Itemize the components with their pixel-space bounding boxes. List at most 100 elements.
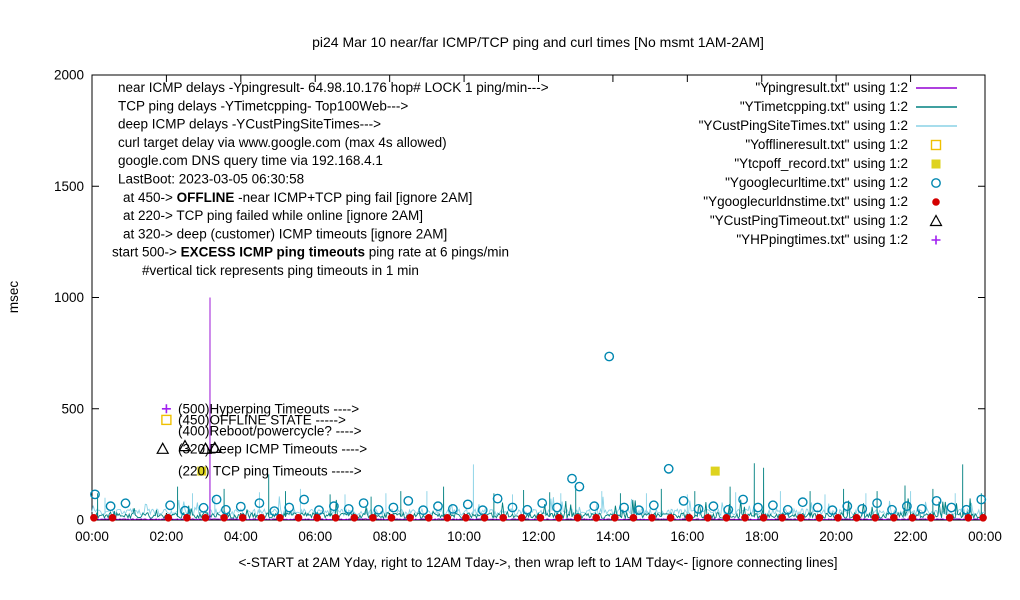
circle-open-marker <box>284 502 295 513</box>
circle-open-marker <box>165 500 176 511</box>
circle-filled-marker <box>648 514 656 522</box>
circle-filled-marker <box>908 514 917 522</box>
circle-open-marker <box>358 498 369 508</box>
legend-label: "Ygooglecurldnstime.txt" using 1:2 <box>703 194 908 209</box>
circle-filled-marker <box>536 514 545 522</box>
note-line: google.com DNS query time via 192.168.4.… <box>118 153 383 168</box>
circle-open-marker <box>902 501 912 512</box>
note-line: near ICMP delays -Ypingresult- 64.98.10.… <box>118 80 549 95</box>
note-line: at 320-> deep (customer) ICMP timeouts [… <box>123 226 447 241</box>
circle-open-marker <box>708 501 719 512</box>
legend-sample-marker <box>930 139 942 151</box>
circle-filled-marker <box>834 514 842 522</box>
circle-open-marker <box>797 497 808 508</box>
x-tick-label: 16:00 <box>670 529 704 544</box>
series-points-Yofflineresult <box>161 414 172 426</box>
x-tick-label: 08:00 <box>373 529 407 544</box>
circle-open-marker <box>105 501 116 512</box>
circle-open-marker <box>314 505 324 516</box>
y-tick-label: 0 <box>76 513 84 528</box>
circle-filled-marker <box>927 514 935 522</box>
series-points-Ygooglecurldnstime <box>90 514 987 522</box>
circle-filled-marker <box>499 514 508 522</box>
circle-filled-marker <box>331 514 340 522</box>
legend-label: "Ytcpoff_record.txt" using 1:2 <box>734 156 908 171</box>
y-tick-label: 1500 <box>54 179 84 194</box>
series-points-YHPpingtimes <box>161 404 171 414</box>
note-line: deep ICMP delays -YCustPingSiteTimes---> <box>118 117 381 132</box>
x-tick-label: 00:00 <box>75 529 109 544</box>
triangle-open-marker <box>198 442 213 454</box>
circle-open-marker <box>738 494 748 505</box>
circle-open-marker <box>373 504 384 515</box>
legend-sample-marker <box>931 159 941 169</box>
legend-label: "Ypingresult.txt" using 1:2 <box>755 80 908 95</box>
circle-open-marker <box>343 503 354 514</box>
square-filled-marker <box>710 466 720 476</box>
circle-filled-marker <box>741 514 749 522</box>
circle-open-marker <box>462 499 473 510</box>
circle-filled-marker <box>797 514 805 522</box>
circle-filled-marker <box>164 514 173 522</box>
circle-filled-marker <box>871 514 879 522</box>
legend-sample-marker <box>929 214 943 227</box>
circle-filled-marker <box>387 514 396 522</box>
x-axis-label: <-START at 2AM Yday, right to 12AM Tday-… <box>239 555 838 570</box>
circle-open-marker <box>976 494 987 505</box>
circle-open-marker <box>235 501 246 512</box>
y-tick-label: 1000 <box>54 290 84 305</box>
triangle-open-marker <box>208 441 222 453</box>
circle-filled-marker <box>220 514 228 522</box>
note-line: start 500-> EXCESS ICMP ping timeouts pi… <box>112 245 509 260</box>
circle-open-marker <box>507 502 518 513</box>
circle-filled-marker <box>350 514 359 522</box>
circle-open-marker <box>574 481 585 492</box>
circle-open-marker <box>269 506 280 516</box>
series-points-Ygooglecurltime <box>90 351 987 516</box>
circle-open-marker <box>693 503 704 514</box>
circle-filled-marker <box>611 514 619 522</box>
circle-filled-marker <box>201 514 210 522</box>
circle-open-marker <box>827 505 838 516</box>
circle-open-marker <box>403 495 414 506</box>
circle-filled-marker <box>183 514 191 522</box>
x-tick-label: 20:00 <box>819 529 853 544</box>
x-tick-label: 06:00 <box>298 529 332 544</box>
threshold-label: (220) TCP ping Timeouts -----> <box>178 464 362 479</box>
circle-open-marker <box>492 493 503 504</box>
circle-open-marker <box>648 500 659 511</box>
circle-filled-marker <box>815 514 824 522</box>
circle-open-marker <box>299 494 309 505</box>
threshold-label: (400)Reboot/powercycle? ----> <box>178 424 362 439</box>
threshold-label: (500)Hyperping Timeouts ----> <box>178 401 359 416</box>
circle-filled-marker <box>294 514 303 522</box>
circle-filled-marker <box>666 514 675 522</box>
circle-open-marker <box>812 502 823 513</box>
circle-filled-marker <box>685 514 693 522</box>
circle-open-marker <box>768 500 778 511</box>
circle-open-marker <box>931 495 942 506</box>
circle-filled-marker <box>852 514 861 522</box>
x-tick-label: 02:00 <box>150 529 184 544</box>
circle-open-marker <box>887 504 897 515</box>
circle-open-marker <box>723 504 734 515</box>
y-tick-label: 2000 <box>54 68 84 83</box>
circle-open-marker <box>634 505 644 516</box>
legend-sample-marker <box>931 178 941 188</box>
circle-open-marker <box>220 504 231 515</box>
circle-filled-marker <box>480 514 489 522</box>
circle-filled-marker <box>369 514 377 522</box>
legend-sample-marker <box>931 235 941 245</box>
circle-open-marker <box>567 473 577 484</box>
note-line: LastBoot: 2023-03-05 06:30:58 <box>118 172 304 187</box>
circle-filled-marker <box>890 514 898 522</box>
circle-filled-marker <box>964 514 973 522</box>
annotations-layer: near ICMP delays -Ypingresult- 64.98.10.… <box>112 80 549 479</box>
circle-open-marker <box>663 463 674 474</box>
circle-open-marker <box>254 498 265 508</box>
circle-filled-marker <box>462 514 470 522</box>
circle-open-marker <box>857 503 868 514</box>
circle-open-marker <box>198 502 209 513</box>
